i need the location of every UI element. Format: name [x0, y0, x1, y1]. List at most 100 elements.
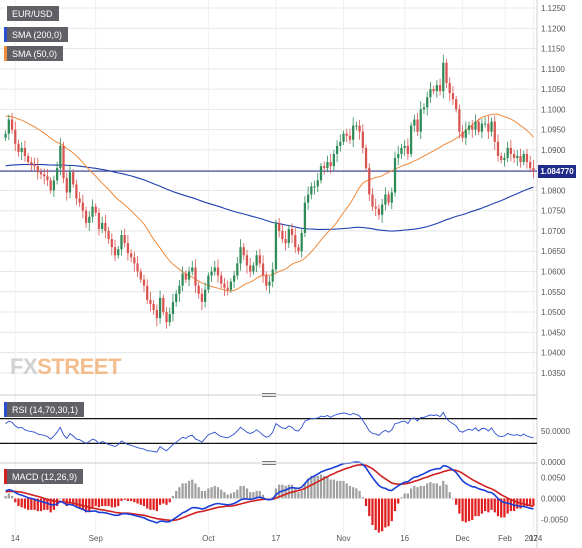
- macd-histogram-bar: [435, 483, 438, 499]
- macd-histogram-bar: [397, 498, 400, 504]
- macd-histogram-bar: [59, 498, 62, 500]
- macd-histogram-bar: [426, 483, 429, 499]
- candle-body: [94, 206, 97, 213]
- candle-body: [310, 186, 313, 195]
- price-tick-label: 1.0350: [541, 369, 566, 378]
- candle-body: [290, 228, 294, 236]
- candle-body: [14, 129, 17, 144]
- candle-body: [175, 293, 178, 302]
- candle-body: [39, 172, 43, 175]
- candle-body: [165, 312, 168, 323]
- macd-histogram-bar: [483, 498, 487, 512]
- candle-body: [516, 155, 519, 159]
- macd-histogram-bar: [68, 498, 72, 504]
- candle-body: [136, 263, 139, 272]
- macd-histogram-bar: [152, 498, 155, 510]
- candle-body: [532, 168, 535, 171]
- legend-sma50-label: SMA (50,0): [12, 48, 58, 59]
- legend-symbol-swatch: [4, 6, 7, 21]
- candle-body: [319, 166, 323, 181]
- candle-body: [329, 162, 332, 167]
- candle-body: [519, 155, 522, 163]
- candle-body: [522, 153, 525, 163]
- macd-histogram-bar: [358, 490, 361, 499]
- candle-body: [416, 119, 419, 132]
- candle-body: [210, 271, 213, 276]
- macd-histogram-bar: [377, 498, 381, 533]
- legend-symbol-label: EUR/USD: [12, 8, 53, 19]
- candle-body: [197, 285, 200, 294]
- candle-body: [158, 297, 162, 319]
- macd-histogram-bar: [213, 485, 216, 499]
- price-tick-label: 1.1250: [541, 4, 566, 13]
- macd-histogram-bar: [216, 487, 220, 499]
- candle-body: [229, 281, 233, 290]
- candle-body: [397, 153, 400, 159]
- candle-body: [20, 147, 23, 152]
- macd-histogram-bar: [194, 483, 197, 499]
- candle-body: [500, 155, 503, 161]
- macd-histogram-bar: [226, 494, 229, 499]
- macd-histogram-bar: [107, 498, 110, 507]
- macd-histogram-bar: [104, 498, 107, 507]
- macd-histogram-bar: [252, 492, 255, 499]
- macd-histogram-bar: [110, 498, 113, 508]
- macd-histogram-bar: [171, 495, 175, 499]
- candle-body: [146, 285, 149, 300]
- candle-body: [68, 172, 72, 193]
- candle-body: [303, 202, 307, 234]
- candle-body: [78, 198, 81, 203]
- macd-histogram-bar: [332, 479, 335, 499]
- legend-rsi-label: RSI (14,70,30,1): [12, 404, 79, 415]
- macd-histogram-bar: [409, 488, 413, 499]
- candle-body: [249, 265, 252, 272]
- rsi-line: [5, 411, 534, 453]
- legend-sma200-label: SMA (200,0): [12, 29, 63, 40]
- macd-histogram-bar: [438, 485, 442, 499]
- macd-histogram-bar: [496, 498, 500, 517]
- macd-histogram-bar: [306, 478, 310, 499]
- macd-histogram-bar: [139, 498, 142, 505]
- macd-histogram-bar: [236, 489, 239, 499]
- macd-histogram-bar: [155, 498, 158, 512]
- macd-histogram-bar: [413, 485, 416, 499]
- candle-body: [216, 267, 220, 276]
- panel-dividers[interactable]: [0, 393, 537, 465]
- candle-body: [287, 228, 290, 244]
- rsi-tick-label: 0.0000: [541, 458, 566, 467]
- macd-histogram-bar: [36, 498, 39, 512]
- macd-histogram-bar: [390, 498, 393, 522]
- sma-200-path: [5, 163, 534, 232]
- price-tick-label: 1.0700: [541, 227, 566, 236]
- macd-histogram-bar: [27, 498, 30, 510]
- macd-histogram-bar: [126, 498, 130, 502]
- candle-body: [75, 184, 78, 199]
- candle-body: [326, 162, 329, 169]
- legend-rsi: RSI (14,70,30,1): [4, 402, 85, 417]
- macd-histogram-bar: [62, 498, 65, 502]
- candle-body: [525, 153, 529, 163]
- macd-histogram-bar: [400, 497, 403, 499]
- macd-histogram-bar: [239, 485, 242, 499]
- macd-histogram-bar: [191, 479, 194, 499]
- candle-body: [104, 222, 107, 231]
- candle-body: [512, 153, 516, 159]
- macd-histogram-bar: [348, 485, 352, 499]
- candle-body: [207, 275, 210, 290]
- candle-body: [194, 267, 197, 286]
- macd-histogram-bar: [249, 492, 252, 499]
- candle-body: [313, 186, 316, 188]
- macd-histogram-bar: [429, 482, 432, 499]
- candle-body: [220, 275, 223, 284]
- macd-histogram-bar: [445, 484, 448, 499]
- candle-body: [226, 287, 229, 290]
- macd-histogram-bar: [500, 498, 503, 518]
- candle-body: [107, 230, 110, 240]
- rsi-panel: [0, 411, 537, 453]
- macd-histogram-bar: [245, 488, 249, 499]
- candle-body: [480, 123, 484, 132]
- macd-histogram-bar: [88, 498, 91, 512]
- candle-body: [101, 222, 104, 229]
